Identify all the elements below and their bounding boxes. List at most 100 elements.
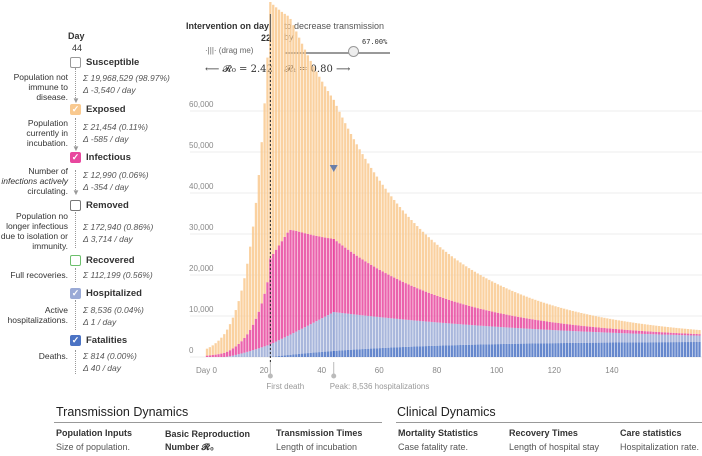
transmission-slider-knob[interactable] [348,46,359,57]
bar-segment-infectious [548,321,551,330]
bar-segment-hospitalized [548,329,551,344]
y-tick-label: 50,000 [189,141,214,150]
bar-segment-infectious [295,231,298,332]
susceptible-checkbox[interactable] [70,57,81,68]
bar-segment-exposed [548,304,551,322]
bar-segment-hospitalized [341,313,344,351]
bar-segment-hospitalized [234,354,237,357]
bar-segment-exposed [421,231,425,291]
bar-segment-exposed [672,327,675,333]
hospitalized-checkbox[interactable]: ✓ [70,288,81,299]
bar-segment-infectious [660,332,664,335]
bar-segment-fatalities [496,344,500,357]
bar-segment-hospitalized [398,319,402,348]
bar-segment-fatalities [326,351,330,357]
bar-segment-exposed [280,11,284,242]
fatalities-label: Fatalities [86,335,128,346]
bar-segment-fatalities [603,342,606,357]
bar-segment-hospitalized [395,318,399,348]
fatalities-total: Σ 814 (0.00%) [83,351,137,361]
bar-segment-fatalities [632,342,635,357]
bar-segment-infectious [341,245,344,314]
bar-segment-exposed [226,329,229,352]
bar-segment-infectious [424,291,428,322]
exposed-checkbox[interactable]: ✓ [70,104,81,115]
bar-segment-hospitalized [634,333,638,343]
bar-segment-infectious [263,293,266,347]
bar-segment-infectious [387,274,390,318]
bar-segment-fatalities [306,353,309,357]
bar-segment-exposed [303,49,307,234]
bar-segment-exposed [655,325,658,332]
bar-segment-exposed [496,284,500,313]
bar-segment-hospitalized [326,315,330,352]
bar-segment-fatalities [485,344,488,357]
epidemic-chart[interactable]: 0 10,000 20,000 30,000 40,000 50,000 60,000 Day… [0,0,702,402]
bar-segment-exposed [470,269,474,307]
bar-segment-hospitalized [562,330,566,344]
bar-segment-infectious [611,328,615,333]
bar-segment-exposed [323,86,327,238]
bar-segment-fatalities [300,353,304,357]
flow-line [75,350,76,374]
bar-segment-hospitalized [640,333,644,343]
transmission-slider[interactable] [285,52,390,54]
bar-segment-hospitalized [663,334,667,343]
bar-segment-exposed [692,329,695,334]
bar-segment-infectious [583,326,586,332]
bar-segment-hospitalized [346,313,350,350]
bar-segment-infectious [260,303,263,348]
recovered-checkbox[interactable] [70,255,81,266]
bar-segment-hospitalized [678,335,681,343]
bar-segment-infectious [338,243,341,313]
bar-segment-hospitalized [323,316,327,352]
bar-segment-exposed [649,324,652,332]
bar-segment-exposed [416,226,419,289]
bar-segment-exposed [231,317,235,349]
bar-segment-hospitalized [260,347,263,357]
bar-segment-hospitalized [537,329,540,344]
bar-segment-exposed [683,328,687,334]
recovery-times-text: Length of hospital stay [509,442,600,452]
bar-segment-exposed [678,328,681,334]
bar-segment-infectious [433,294,436,323]
infectious-checkbox[interactable]: ✓ [70,152,81,163]
bar-segment-infectious [675,333,678,335]
intervention-drag-handle[interactable]: ·|||· (drag me) [205,46,253,55]
bar-segment-infectious [257,311,260,349]
drag-handle-icon: ·|||· [205,46,217,55]
bar-segment-infectious [413,286,416,321]
bar-segment-hospitalized [669,334,672,343]
bar-segment-exposed [646,324,649,332]
bar-segment-infectious [554,322,557,331]
bar-segment-hospitalized [490,326,494,345]
bar-segment-exposed [433,242,436,295]
bar-segment-exposed [306,55,309,234]
bar-segment-fatalities [338,350,341,357]
bar-segment-hospitalized [467,324,471,345]
susceptible-label: Susceptible [86,57,140,68]
bar-segment-fatalities [318,352,321,357]
bar-segment-fatalities [283,355,286,357]
bar-segment-infectious [637,330,641,334]
bar-segment-infectious [315,235,318,322]
bar-segment-fatalities [577,342,580,357]
bar-segment-infectious [329,238,332,314]
basic-reproduction-header: Basic Reproduction Number 𝓡₀ [165,429,251,452]
removed-checkbox[interactable] [70,200,81,211]
bar-segment-fatalities [358,349,361,357]
fatalities-checkbox[interactable]: ✓ [70,335,81,346]
bar-segment-hospitalized [390,318,393,348]
bar-segment-infectious [588,326,592,332]
bar-segment-exposed [658,326,661,333]
day-value: 44 [72,43,83,53]
bar-segment-infectious [306,233,309,326]
bar-segment-infectious [453,301,456,324]
mortality-statistics-header: Mortality Statistics [398,428,479,438]
bar-segment-exposed [205,348,209,356]
bar-segment-infectious [476,308,479,326]
bar-segment-infectious [335,241,338,313]
bar-segment-fatalities [548,343,551,357]
bar-segment-fatalities [663,342,667,357]
bar-segment-hospitalized [557,330,560,344]
